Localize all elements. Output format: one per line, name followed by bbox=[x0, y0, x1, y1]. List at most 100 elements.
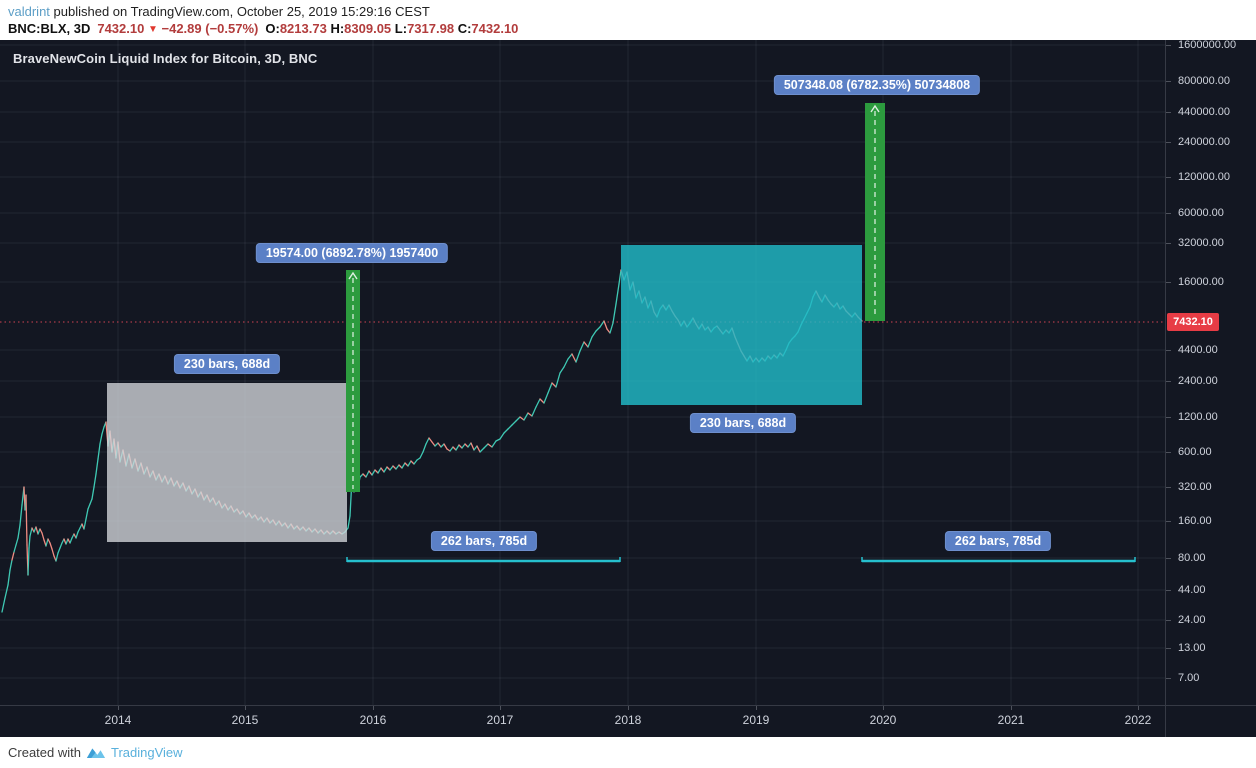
gridlines bbox=[0, 40, 1165, 705]
teal-range-box[interactable] bbox=[621, 245, 862, 405]
x-axis-tickmark bbox=[373, 706, 374, 710]
bars-label-gray-box[interactable]: 230 bars, 688d bbox=[173, 354, 281, 374]
y-axis-tickmark bbox=[1166, 521, 1171, 522]
down-triangle-icon: ▼ bbox=[147, 24, 158, 35]
y-axis-tickmark bbox=[1166, 381, 1171, 382]
x-axis-tickmark bbox=[1138, 706, 1139, 710]
created-with-text: Created with bbox=[8, 745, 81, 760]
x-axis-tickmark bbox=[118, 706, 119, 710]
days-label-right[interactable]: 262 bars, 785d bbox=[944, 531, 1052, 551]
y-axis-label: 800000.00 bbox=[1178, 75, 1230, 87]
y-axis-label: 1600000.00 bbox=[1178, 39, 1237, 51]
x-axis-tickmark bbox=[245, 706, 246, 710]
tradingview-brand-link[interactable]: TradingView bbox=[110, 745, 183, 760]
projection-bar-2016[interactable] bbox=[346, 270, 360, 492]
y-axis-label: 24.00 bbox=[1178, 614, 1206, 626]
measure-label-2020[interactable]: 507348.08 (6782.35%) 50734808 bbox=[773, 75, 981, 95]
annotation-badges-layer: 19574.00 (6892.78%) 1957400 507348.08 (67… bbox=[0, 40, 1165, 705]
y-axis-label: 80.00 bbox=[1178, 552, 1206, 564]
open-value: 8213.73 bbox=[279, 21, 327, 36]
y-axis-tickmark bbox=[1166, 81, 1171, 82]
published-line: valdrint published on TradingView.com, O… bbox=[8, 4, 430, 19]
last-price-label: 7432.10 bbox=[1167, 313, 1219, 331]
high-key: H: bbox=[330, 21, 345, 36]
duration-line-left[interactable] bbox=[346, 557, 621, 563]
x-axis-label: 2021 bbox=[997, 713, 1025, 727]
close-key: C: bbox=[457, 21, 472, 36]
published-text: published on TradingView.com, October 25… bbox=[49, 4, 430, 19]
arrow-up-icon bbox=[348, 271, 358, 280]
symbol-status-line: BNC:BLX, 3D 7432.10 ▼ −42.89 (−0.57%) O:82… bbox=[8, 21, 518, 36]
y-axis-tickmark bbox=[1166, 142, 1171, 143]
y-axis-label: 7.00 bbox=[1178, 672, 1200, 684]
y-axis-label: 32000.00 bbox=[1178, 237, 1224, 249]
y-axis-label: 13.00 bbox=[1178, 642, 1206, 654]
close-value: 7432.10 bbox=[471, 21, 519, 36]
x-axis-label: 2022 bbox=[1124, 713, 1152, 727]
y-axis-label: 44.00 bbox=[1178, 584, 1206, 596]
last-price-value: 7432.10 bbox=[97, 21, 145, 36]
open-key: O: bbox=[265, 21, 280, 36]
y-axis-label: 4400.00 bbox=[1178, 344, 1218, 356]
username-link[interactable]: valdrint bbox=[8, 4, 50, 19]
y-axis-tickmark bbox=[1166, 45, 1171, 46]
y-axis-tickmark bbox=[1166, 558, 1171, 559]
x-axis-label: 2016 bbox=[359, 713, 387, 727]
time-axis[interactable]: 2014 2015 2016 2017 2018 2019 2020 2021 2022 bbox=[0, 705, 1256, 737]
chart-watermark: BraveNewCoin Liquid Index for Bitcoin, 3… bbox=[13, 51, 318, 66]
y-axis-tickmark bbox=[1166, 243, 1171, 244]
y-axis-tickmark bbox=[1166, 590, 1171, 591]
bars-label-teal-box[interactable]: 230 bars, 688d bbox=[689, 413, 797, 433]
x-axis-label: 2018 bbox=[614, 713, 642, 727]
y-axis-tickmark bbox=[1166, 213, 1171, 214]
x-axis-tickmark bbox=[883, 706, 884, 710]
y-axis-label: 320.00 bbox=[1178, 481, 1212, 493]
y-axis-label: 1200.00 bbox=[1178, 411, 1218, 423]
x-axis-tickmark bbox=[756, 706, 757, 710]
measure-label-2016[interactable]: 19574.00 (6892.78%) 1957400 bbox=[255, 243, 449, 263]
y-axis-tickmark bbox=[1166, 177, 1171, 178]
tradingview-logo-icon bbox=[86, 747, 106, 758]
y-axis-label: 240000.00 bbox=[1178, 136, 1230, 148]
price-change-value: −42.89 (−0.57%) bbox=[161, 21, 259, 36]
price-plot-svg bbox=[0, 40, 1165, 705]
arrow-up-icon bbox=[870, 104, 880, 113]
y-axis-label: 2400.00 bbox=[1178, 375, 1218, 387]
y-axis-label: 440000.00 bbox=[1178, 106, 1230, 118]
y-axis-tickmark bbox=[1166, 350, 1171, 351]
x-axis-tickmark bbox=[500, 706, 501, 710]
y-axis-tickmark bbox=[1166, 678, 1171, 679]
y-axis-tickmark bbox=[1166, 417, 1171, 418]
days-label-left[interactable]: 262 bars, 785d bbox=[430, 531, 538, 551]
high-value: 8309.05 bbox=[344, 21, 392, 36]
y-axis-label: 160.00 bbox=[1178, 515, 1212, 527]
y-axis-tickmark bbox=[1166, 648, 1171, 649]
y-axis-label: 60000.00 bbox=[1178, 207, 1224, 219]
projection-bar-2020[interactable] bbox=[865, 103, 885, 321]
duration-line-right[interactable] bbox=[861, 557, 1136, 563]
symbol-title[interactable]: BNC:BLX, 3D bbox=[8, 21, 91, 36]
snapshot-header: valdrint published on TradingView.com, O… bbox=[0, 0, 1256, 40]
x-axis-label: 2017 bbox=[486, 713, 514, 727]
y-axis-label: 120000.00 bbox=[1178, 171, 1230, 183]
low-key: L: bbox=[394, 21, 408, 36]
y-axis-tickmark bbox=[1166, 282, 1171, 283]
gray-range-box[interactable] bbox=[107, 383, 347, 542]
x-axis-label: 2019 bbox=[742, 713, 770, 727]
y-axis-label: 16000.00 bbox=[1178, 276, 1224, 288]
snapshot-footer: Created with TradingView bbox=[0, 737, 1256, 768]
low-value: 7317.98 bbox=[407, 21, 455, 36]
x-axis-label: 2020 bbox=[869, 713, 897, 727]
y-axis-label: 600.00 bbox=[1178, 446, 1212, 458]
price-axis[interactable]: 7432.10 1600000.00 800000.00 440000.00 2400… bbox=[1165, 39, 1256, 705]
y-axis-tickmark bbox=[1166, 112, 1171, 113]
x-axis-label: 2014 bbox=[104, 713, 132, 727]
x-axis-tickmark bbox=[628, 706, 629, 710]
x-axis-tickmark bbox=[1011, 706, 1012, 710]
axis-corner-separator bbox=[1165, 706, 1166, 737]
chart-area[interactable]: BraveNewCoin Liquid Index for Bitcoin, 3… bbox=[0, 39, 1256, 737]
x-axis-label: 2015 bbox=[231, 713, 259, 727]
y-axis-tickmark bbox=[1166, 620, 1171, 621]
y-axis-tickmark bbox=[1166, 452, 1171, 453]
